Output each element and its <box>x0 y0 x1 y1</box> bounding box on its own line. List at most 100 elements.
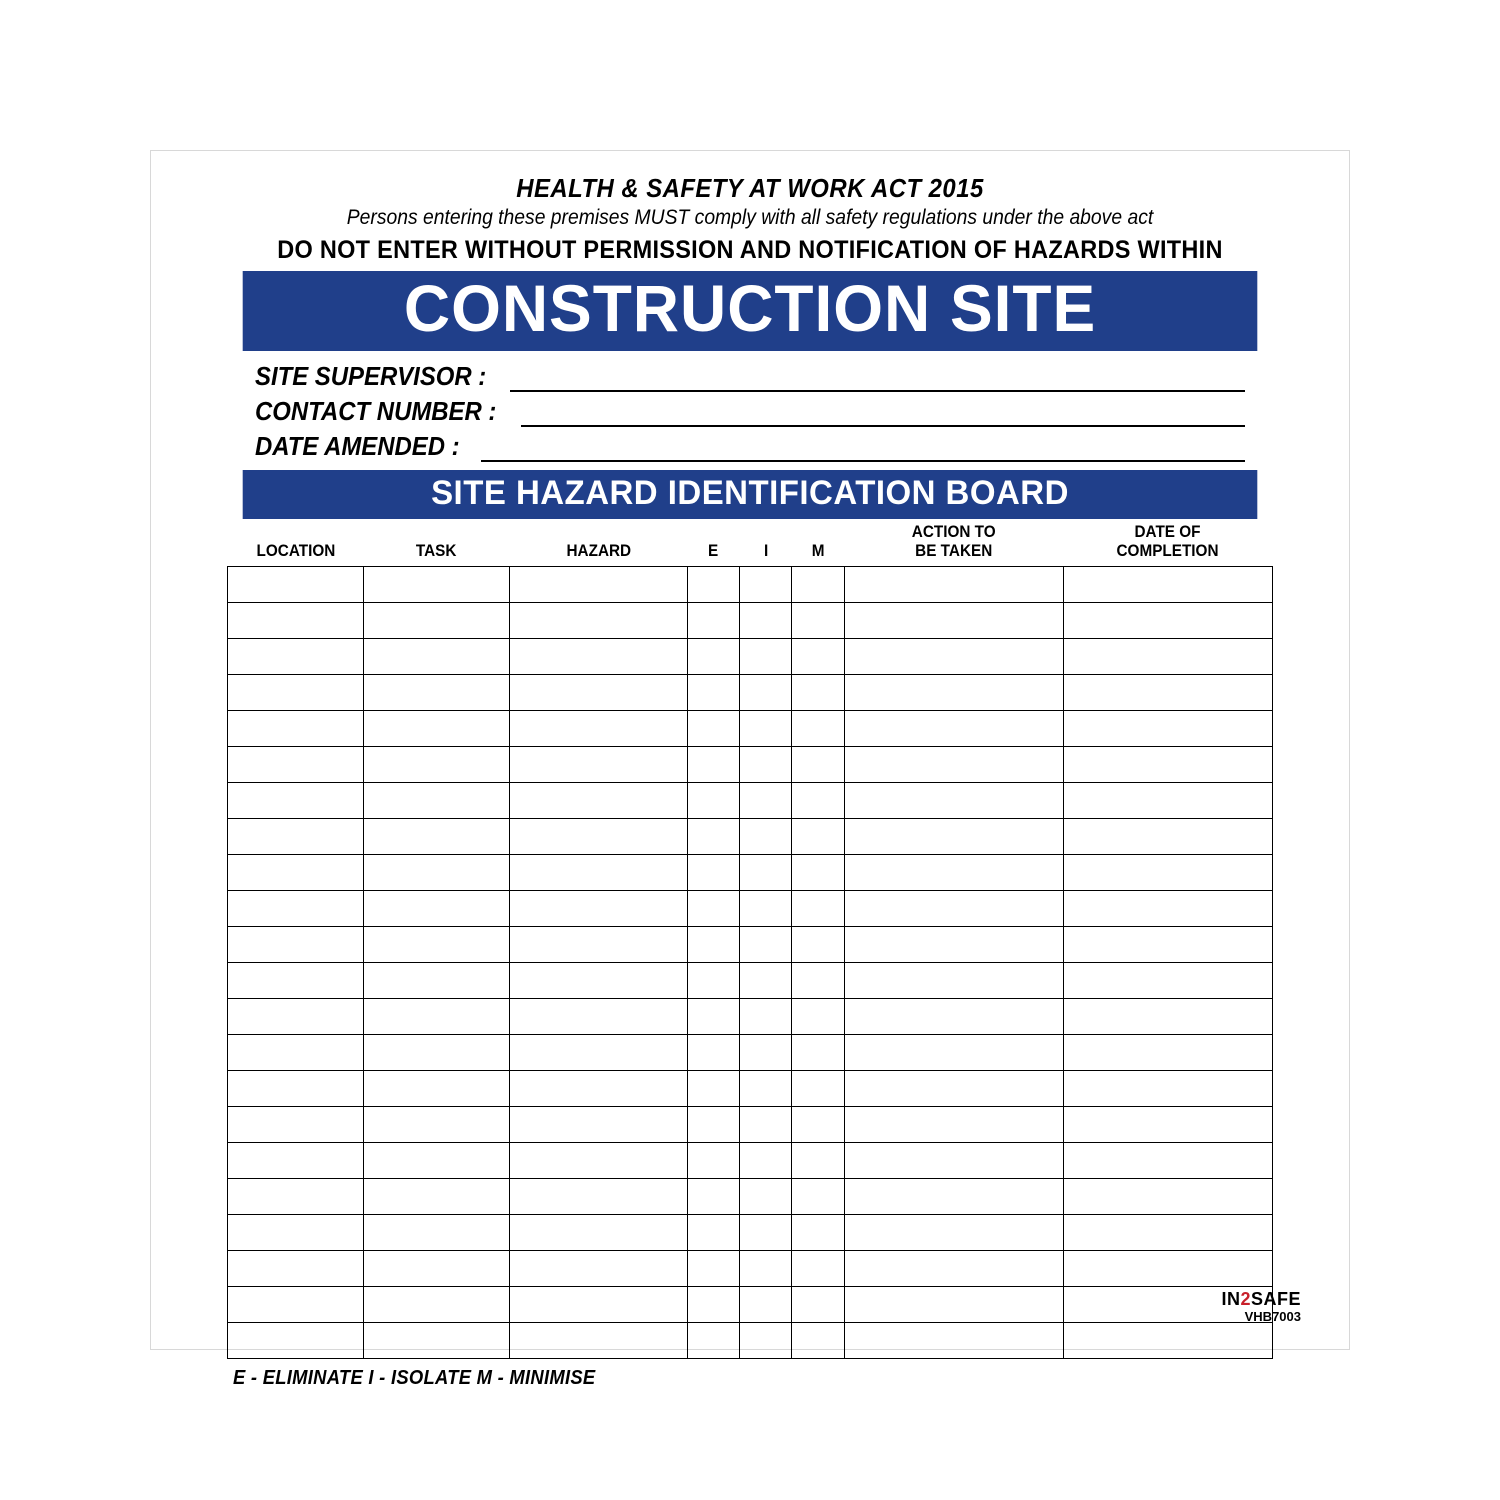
table-cell[interactable] <box>792 639 844 675</box>
table-cell[interactable] <box>844 1179 1063 1215</box>
table-cell[interactable] <box>687 603 739 639</box>
table-cell[interactable] <box>1063 1143 1272 1179</box>
table-cell[interactable] <box>228 1323 364 1359</box>
table-cell[interactable] <box>1063 1179 1272 1215</box>
table-cell[interactable] <box>687 1035 739 1071</box>
table-cell[interactable] <box>844 999 1063 1035</box>
table-cell[interactable] <box>228 1143 364 1179</box>
table-cell[interactable] <box>844 747 1063 783</box>
table-cell[interactable] <box>792 927 844 963</box>
table-cell[interactable] <box>792 1143 844 1179</box>
table-cell[interactable] <box>792 1179 844 1215</box>
table-cell[interactable] <box>844 603 1063 639</box>
table-cell[interactable] <box>740 747 792 783</box>
table-cell[interactable] <box>228 1179 364 1215</box>
table-cell[interactable] <box>510 1323 688 1359</box>
table-cell[interactable] <box>844 891 1063 927</box>
table-cell[interactable] <box>363 675 509 711</box>
table-cell[interactable] <box>792 999 844 1035</box>
table-cell[interactable] <box>792 891 844 927</box>
table-cell[interactable] <box>740 1035 792 1071</box>
table-cell[interactable] <box>740 891 792 927</box>
table-cell[interactable] <box>363 1107 509 1143</box>
table-cell[interactable] <box>228 927 364 963</box>
table-cell[interactable] <box>792 1323 844 1359</box>
table-cell[interactable] <box>1063 963 1272 999</box>
table-cell[interactable] <box>740 1287 792 1323</box>
table-cell[interactable] <box>687 567 739 603</box>
table-cell[interactable] <box>687 1323 739 1359</box>
table-cell[interactable] <box>844 1035 1063 1071</box>
table-cell[interactable] <box>844 819 1063 855</box>
table-cell[interactable] <box>687 855 739 891</box>
table-cell[interactable] <box>510 1215 688 1251</box>
table-cell[interactable] <box>363 711 509 747</box>
table-cell[interactable] <box>792 783 844 819</box>
table-cell[interactable] <box>363 1071 509 1107</box>
table-cell[interactable] <box>844 1323 1063 1359</box>
table-cell[interactable] <box>687 783 739 819</box>
table-cell[interactable] <box>687 711 739 747</box>
table-cell[interactable] <box>363 1323 509 1359</box>
table-cell[interactable] <box>228 603 364 639</box>
table-cell[interactable] <box>363 1035 509 1071</box>
table-cell[interactable] <box>510 747 688 783</box>
table-cell[interactable] <box>844 1287 1063 1323</box>
table-cell[interactable] <box>228 1071 364 1107</box>
table-cell[interactable] <box>1063 639 1272 675</box>
table-cell[interactable] <box>687 675 739 711</box>
table-cell[interactable] <box>510 963 688 999</box>
table-cell[interactable] <box>792 1251 844 1287</box>
table-cell[interactable] <box>844 1215 1063 1251</box>
table-cell[interactable] <box>228 855 364 891</box>
table-cell[interactable] <box>687 1251 739 1287</box>
table-cell[interactable] <box>228 963 364 999</box>
table-cell[interactable] <box>510 783 688 819</box>
table-cell[interactable] <box>510 1107 688 1143</box>
table-cell[interactable] <box>228 1251 364 1287</box>
table-cell[interactable] <box>510 891 688 927</box>
table-cell[interactable] <box>687 891 739 927</box>
table-cell[interactable] <box>363 1215 509 1251</box>
table-cell[interactable] <box>844 1143 1063 1179</box>
table-cell[interactable] <box>687 1179 739 1215</box>
table-cell[interactable] <box>228 567 364 603</box>
table-cell[interactable] <box>363 567 509 603</box>
table-cell[interactable] <box>363 855 509 891</box>
table-cell[interactable] <box>792 819 844 855</box>
table-cell[interactable] <box>510 639 688 675</box>
table-cell[interactable] <box>687 747 739 783</box>
table-cell[interactable] <box>1063 675 1272 711</box>
table-cell[interactable] <box>228 711 364 747</box>
table-cell[interactable] <box>363 891 509 927</box>
table-cell[interactable] <box>740 1143 792 1179</box>
table-cell[interactable] <box>510 711 688 747</box>
table-cell[interactable] <box>844 963 1063 999</box>
table-cell[interactable] <box>228 783 364 819</box>
table-cell[interactable] <box>844 855 1063 891</box>
table-cell[interactable] <box>510 675 688 711</box>
table-cell[interactable] <box>1063 603 1272 639</box>
table-cell[interactable] <box>687 1107 739 1143</box>
table-cell[interactable] <box>687 1143 739 1179</box>
table-cell[interactable] <box>687 639 739 675</box>
table-cell[interactable] <box>228 747 364 783</box>
table-cell[interactable] <box>792 711 844 747</box>
table-cell[interactable] <box>687 999 739 1035</box>
table-cell[interactable] <box>1063 819 1272 855</box>
table-cell[interactable] <box>844 1107 1063 1143</box>
table-cell[interactable] <box>740 1251 792 1287</box>
table-cell[interactable] <box>1063 999 1272 1035</box>
table-cell[interactable] <box>687 1071 739 1107</box>
table-cell[interactable] <box>740 1323 792 1359</box>
table-cell[interactable] <box>1063 783 1272 819</box>
table-cell[interactable] <box>363 747 509 783</box>
table-cell[interactable] <box>363 1251 509 1287</box>
table-cell[interactable] <box>510 1071 688 1107</box>
table-cell[interactable] <box>844 1071 1063 1107</box>
table-cell[interactable] <box>740 927 792 963</box>
table-cell[interactable] <box>510 1035 688 1071</box>
table-cell[interactable] <box>363 1179 509 1215</box>
contact-value-line[interactable] <box>521 401 1245 427</box>
table-cell[interactable] <box>228 999 364 1035</box>
